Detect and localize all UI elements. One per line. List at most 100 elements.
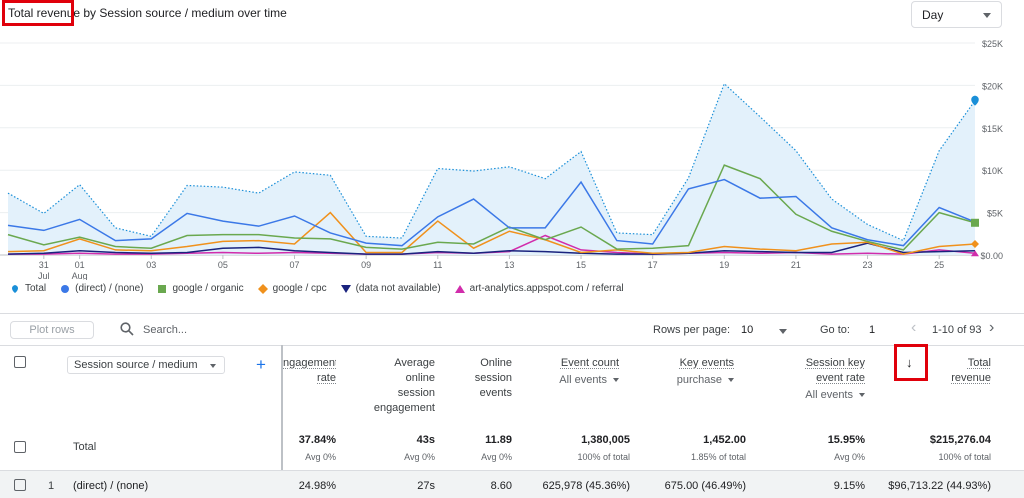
legend-item-na[interactable]: (data not available) [340, 283, 441, 294]
header-text: rate [317, 372, 336, 384]
total-row-checkbox[interactable] [14, 441, 26, 453]
series-line [7, 211, 976, 255]
row-session-key-rate: 9.15% [833, 480, 865, 492]
series-line [7, 164, 976, 251]
chevron-down-icon [210, 364, 216, 368]
key-event-filter-select[interactable]: purchase [640, 373, 734, 388]
x-tick-label: 31 [39, 260, 49, 270]
end-marker-total [971, 95, 979, 106]
header-text: events [479, 387, 512, 399]
x-tick-label: 03 [146, 260, 156, 270]
sort-descending-icon[interactable]: ↓ [906, 355, 913, 370]
total-engagement-rate: 37.84% [298, 434, 336, 446]
drop-icon [12, 284, 18, 293]
x-tick-label: 05 [218, 260, 228, 270]
divider [0, 345, 1024, 346]
chart-title: Total revenue by Session source / medium… [2, 0, 287, 26]
row-event-count: 625,978 (45.36%) [542, 480, 630, 492]
granularity-select[interactable]: Day [911, 1, 1002, 28]
rows-per-page-label: Rows per page: [653, 324, 731, 336]
header-total-revenue[interactable]: Total revenue [926, 356, 991, 386]
chevron-down-icon [983, 13, 991, 18]
chevron-right-icon[interactable]: › [989, 319, 995, 336]
y-tick-label: $25K [982, 39, 1003, 49]
chevron-down-icon[interactable] [779, 329, 787, 334]
header-engagement-rate[interactable]: ngagement rate [283, 356, 336, 386]
rows-per-page-select[interactable]: 10 [741, 324, 754, 336]
triangle-down-icon [340, 284, 351, 293]
pagination-range: 1-10 of 93 [932, 324, 982, 336]
goto-input[interactable]: 1 [869, 324, 876, 336]
event-filter-select[interactable]: All events [530, 373, 619, 388]
header-text: Total revenue [951, 357, 991, 384]
legend-item-referral[interactable]: art-analytics.appspot.com / referral [454, 283, 624, 294]
session-key-filter-select[interactable]: All events [760, 388, 865, 403]
y-tick-label: $15K [982, 124, 1003, 134]
legend-label: (direct) / (none) [75, 283, 144, 294]
chevron-down-icon [859, 393, 865, 398]
y-tick-label: $10K [982, 166, 1003, 176]
legend-label: google / cpc [272, 283, 327, 294]
header-session-key-rate[interactable]: Session key event rate All events [760, 356, 865, 403]
chevron-down-icon [728, 378, 734, 383]
x-tick-label: 21 [791, 260, 801, 270]
x-tick-label: 23 [863, 260, 873, 270]
total-key-events: 1,452.00 [703, 434, 746, 446]
square-icon [158, 284, 167, 293]
x-tick-label: 17 [648, 260, 658, 270]
header-text: Online [480, 357, 512, 369]
end-marker-cpc [971, 239, 979, 248]
legend-label: (data not available) [355, 283, 441, 294]
plot-rows-button[interactable]: Plot rows [10, 321, 94, 339]
total-event-count-sub: 100% of total [577, 452, 630, 462]
header-event-count[interactable]: Event count All events [530, 356, 619, 388]
select-all-checkbox[interactable] [14, 356, 26, 368]
x-tick-label: 11 [433, 260, 442, 270]
total-online-events: 11.89 [485, 434, 512, 446]
series-line-total [7, 82, 976, 242]
table-row[interactable] [0, 471, 1024, 498]
header-text: ngagement [283, 357, 336, 369]
goto-label: Go to: [820, 324, 850, 336]
search-icon [120, 322, 134, 336]
end-marker-organic [971, 218, 979, 227]
legend-item-direct[interactable]: (direct) / (none) [60, 283, 143, 294]
chevron-down-icon [613, 378, 619, 383]
x-tick-label: 07 [290, 260, 300, 270]
legend-label: Total [25, 283, 47, 294]
y-tick-label: $5K [987, 209, 1003, 219]
chevron-left-icon[interactable]: ‹ [911, 319, 917, 336]
header-text: Session key [805, 357, 865, 369]
total-total-revenue: $215,276.04 [929, 434, 991, 446]
highlight-box [2, 0, 74, 26]
header-key-events[interactable]: Key events purchase [640, 356, 734, 388]
legend-item-total[interactable]: Total [10, 283, 46, 294]
add-dimension-icon[interactable]: + [256, 355, 266, 374]
row-checkbox[interactable] [14, 479, 26, 491]
row-label: (direct) / (none) [73, 480, 149, 492]
x-tick-label: 19 [719, 260, 729, 270]
row-total-revenue: $96,713.22 (44.93%) [888, 480, 991, 492]
column-divider [281, 345, 283, 498]
y-tick-label: $0.00 [980, 251, 1003, 261]
header-text: Event count [560, 357, 619, 369]
x-tick-label: 13 [504, 260, 514, 270]
chart-title-text: Total revenue by Session source / medium… [8, 6, 287, 20]
filter-label: purchase [676, 374, 722, 386]
header-text: Average [394, 357, 435, 369]
legend-item-organic[interactable]: google / organic [157, 283, 244, 294]
y-tick-label: $20K [982, 81, 1003, 91]
row-index: 1 [48, 480, 55, 492]
x-tick-label: Jul [38, 271, 50, 280]
total-row-label: Total [73, 441, 97, 453]
search-input[interactable]: Search... [143, 324, 188, 336]
x-tick-label: 09 [361, 260, 371, 270]
legend-item-cpc[interactable]: google / cpc [257, 283, 327, 294]
row-key-events: 675.00 (46.49%) [664, 480, 746, 492]
legend-label: art-analytics.appspot.com / referral [469, 283, 624, 294]
header-online-events[interactable]: Online session events [450, 356, 512, 401]
header-text: engagement [373, 402, 435, 414]
header-avg-engagement[interactable]: Average online session engagement [360, 356, 435, 416]
dimension-select[interactable]: Session source / medium [67, 356, 225, 374]
dimension-label: Session source / medium [74, 359, 198, 371]
